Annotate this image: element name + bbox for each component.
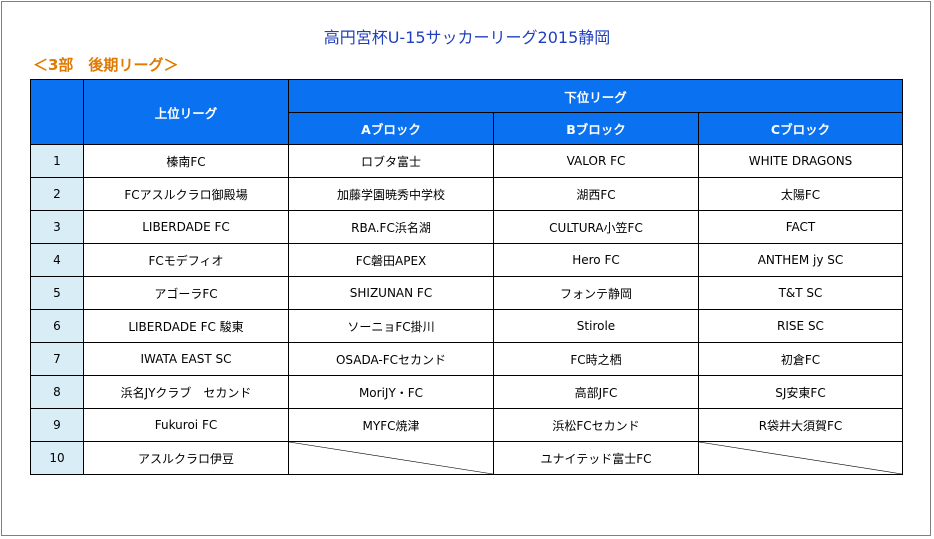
- block-b-team: 浜松FCセカンド: [493, 408, 699, 442]
- upper-team: LIBERDADE FC 駿東: [83, 309, 289, 343]
- block-c-team: ANTHEM jy SC: [698, 243, 903, 277]
- block-c-team: T&T SC: [698, 276, 903, 310]
- block-c-team: RISE SC: [698, 309, 903, 343]
- block-c-team: R袋井大須賀FC: [698, 408, 903, 442]
- upper-team: 榛南FC: [83, 144, 289, 178]
- table-row: 1 榛南FC ロブタ富士 VALOR FC WHITE DRAGONS: [30, 144, 903, 178]
- table-row: 9 Fukuroi FC MYFC焼津 浜松FCセカンド R袋井大須賀FC: [30, 408, 903, 442]
- row-number: 5: [30, 276, 84, 310]
- header-upper-league: 上位リーグ: [83, 79, 289, 145]
- row-number: 10: [30, 441, 84, 475]
- header-corner: [30, 79, 84, 145]
- header-block-a: Aブロック: [288, 112, 494, 145]
- header-lower-league: 下位リーグ: [288, 79, 903, 113]
- section-subtitle: ＜3部 後期リーグ＞: [33, 56, 179, 74]
- block-b-team: 高部JFC: [493, 375, 699, 409]
- table-row: 10 アスルクラロ伊豆 ユナイテッド富士FC: [30, 441, 903, 475]
- table-row: 2 FCアスルクラロ御殿場 加藤学園暁秀中学校 湖西FC 太陽FC: [30, 177, 903, 211]
- row-number: 9: [30, 408, 84, 442]
- block-a-team: OSADA-FCセカンド: [288, 342, 494, 376]
- table-row: 7 IWATA EAST SC OSADA-FCセカンド FC時之栖 初倉FC: [30, 342, 903, 376]
- block-c-team: 太陽FC: [698, 177, 903, 211]
- table-row: 8 浜名JYクラブ セカンド MoriJY・FC 高部JFC SJ安東FC: [30, 375, 903, 409]
- block-b-team: ユナイテッド富士FC: [493, 441, 699, 475]
- upper-team: アスルクラロ伊豆: [83, 441, 289, 475]
- block-a-team: MoriJY・FC: [288, 375, 494, 409]
- block-a-team: ロブタ富士: [288, 144, 494, 178]
- row-number: 2: [30, 177, 84, 211]
- upper-team: FCモデフィオ: [83, 243, 289, 277]
- table-row: 5 アゴーラFC SHIZUNAN FC フォンテ静岡 T&T SC: [30, 276, 903, 310]
- table-row: 3 LIBERDADE FC RBA.FC浜名湖 CULTURA小笠FC FAC…: [30, 210, 903, 244]
- header-block-b: Bブロック: [493, 112, 699, 145]
- block-a-team: SHIZUNAN FC: [288, 276, 494, 310]
- upper-team: 浜名JYクラブ セカンド: [83, 375, 289, 409]
- upper-team: アゴーラFC: [83, 276, 289, 310]
- diagonal-slash-icon: [289, 442, 493, 474]
- block-c-empty-cell: [698, 441, 903, 475]
- row-number: 3: [30, 210, 84, 244]
- block-c-team: 初倉FC: [698, 342, 903, 376]
- block-a-team: ソーニョFC掛川: [288, 309, 494, 343]
- block-b-team: Hero FC: [493, 243, 699, 277]
- upper-team: LIBERDADE FC: [83, 210, 289, 244]
- row-number: 6: [30, 309, 84, 343]
- block-b-team: Stirole: [493, 309, 699, 343]
- block-a-team: 加藤学園暁秀中学校: [288, 177, 494, 211]
- block-c-team: FACT: [698, 210, 903, 244]
- upper-team: Fukuroi FC: [83, 408, 289, 442]
- league-table: 上位リーグ 下位リーグ Aブロック Bブロック Cブロック 1 榛南FC ロブタ…: [30, 79, 903, 475]
- block-a-team: FC磐田APEX: [288, 243, 494, 277]
- diagonal-slash-icon: [699, 442, 902, 474]
- table-row: 6 LIBERDADE FC 駿東 ソーニョFC掛川 Stirole RISE …: [30, 309, 903, 343]
- row-number: 1: [30, 144, 84, 178]
- block-c-team: SJ安東FC: [698, 375, 903, 409]
- page-title: 高円宮杯U-15サッカーリーグ2015静岡: [323, 28, 611, 47]
- block-b-team: フォンテ静岡: [493, 276, 699, 310]
- header-row: 上位リーグ 下位リーグ: [30, 79, 903, 145]
- header-block-c: Cブロック: [698, 112, 903, 145]
- row-number: 4: [30, 243, 84, 277]
- block-a-team: RBA.FC浜名湖: [288, 210, 494, 244]
- table-row: 4 FCモデフィオ FC磐田APEX Hero FC ANTHEM jy SC: [30, 243, 903, 277]
- block-a-empty-cell: [288, 441, 494, 475]
- block-b-team: FC時之栖: [493, 342, 699, 376]
- upper-team: IWATA EAST SC: [83, 342, 289, 376]
- block-c-team: WHITE DRAGONS: [698, 144, 903, 178]
- upper-team: FCアスルクラロ御殿場: [83, 177, 289, 211]
- row-number: 8: [30, 375, 84, 409]
- row-number: 7: [30, 342, 84, 376]
- block-b-team: VALOR FC: [493, 144, 699, 178]
- block-b-team: 湖西FC: [493, 177, 699, 211]
- block-a-team: MYFC焼津: [288, 408, 494, 442]
- block-b-team: CULTURA小笠FC: [493, 210, 699, 244]
